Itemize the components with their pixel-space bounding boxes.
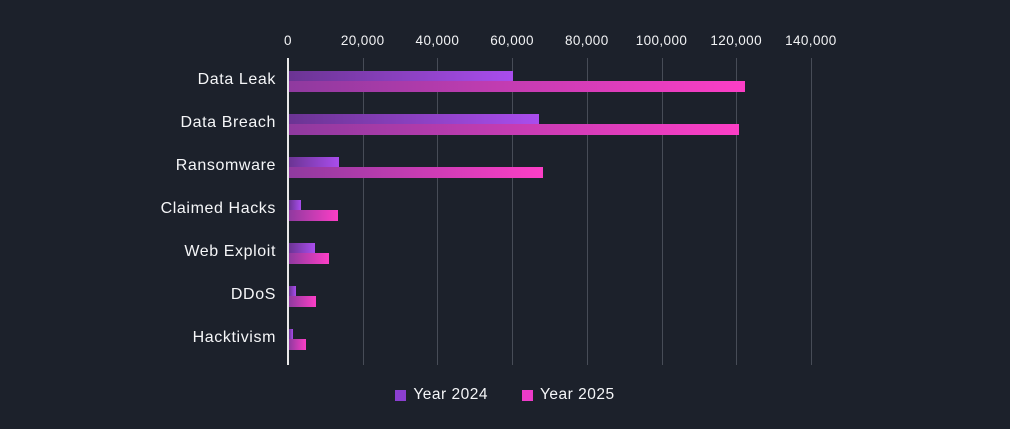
bar-year-2025	[289, 80, 745, 92]
y-axis-line	[287, 58, 289, 365]
category-label: Ransomware	[175, 156, 276, 174]
bar-year-2024	[289, 70, 514, 81]
bar-year-2025	[289, 295, 316, 307]
gridline	[586, 58, 588, 365]
gridline	[661, 58, 663, 365]
legend-label: Year 2024	[413, 386, 488, 403]
x-tick-label: 80,000	[564, 33, 609, 48]
bar-year-2024	[289, 242, 316, 253]
category-label: Data Breach	[180, 113, 276, 131]
bar-year-2024	[289, 113, 540, 124]
gridline	[437, 58, 439, 365]
category-label: Data Leak	[197, 70, 276, 88]
legend-swatch-icon	[522, 389, 533, 401]
gridline	[736, 58, 738, 365]
x-tick-label: 60,000	[490, 33, 534, 48]
legend-label: Year 2025	[540, 386, 615, 403]
bar-year-2025	[289, 166, 543, 178]
x-tick-label: 0	[284, 33, 292, 48]
bar-year-2025	[289, 209, 339, 221]
gridline	[810, 58, 812, 365]
x-tick-label: 120,000	[710, 33, 762, 48]
chart-legend: Year 2024 Year 2025	[0, 386, 1010, 404]
legend-item-year-2024: Year 2024	[395, 386, 488, 404]
bar-year-2025	[289, 338, 307, 350]
x-tick-label: 140,000	[785, 33, 837, 48]
bar-year-2025	[289, 123, 740, 135]
category-label: Web Exploit	[184, 242, 276, 260]
legend-swatch-icon	[395, 389, 407, 401]
x-tick-label: 20,000	[340, 33, 385, 48]
bar-year-2024	[289, 285, 297, 296]
legend-item-year-2025: Year 2025	[522, 386, 615, 404]
gridline	[362, 58, 364, 365]
gridline	[512, 58, 514, 365]
x-tick-label: 40,000	[415, 33, 460, 48]
category-label: DDoS	[230, 285, 276, 303]
bar-year-2024	[289, 199, 301, 210]
category-label: Hacktivism	[192, 328, 276, 346]
bar-year-2024	[289, 328, 294, 339]
bar-year-2024	[289, 156, 340, 167]
category-label: Claimed Hacks	[160, 199, 276, 217]
bar-year-2025	[289, 252, 330, 264]
x-tick-label: 100,000	[635, 33, 688, 48]
